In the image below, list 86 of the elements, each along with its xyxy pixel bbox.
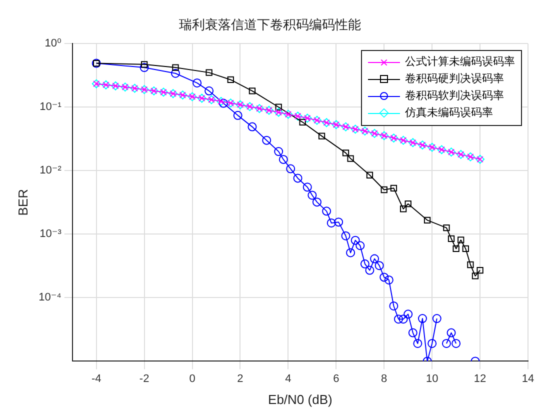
point — [227, 76, 234, 84]
point — [206, 69, 212, 76]
point — [278, 154, 288, 164]
point — [326, 218, 336, 228]
point — [398, 314, 408, 324]
point — [342, 150, 350, 156]
y-axis-title: BER — [15, 189, 30, 216]
point — [458, 236, 464, 244]
point — [248, 122, 257, 132]
x-tick-label: 4 — [285, 372, 292, 385]
point — [140, 63, 149, 72]
x-tick-label: -4 — [91, 372, 102, 385]
point — [394, 314, 404, 324]
point — [233, 110, 242, 120]
point — [308, 190, 317, 200]
x-tick-label: 8 — [381, 372, 388, 385]
point — [360, 259, 370, 268]
point — [404, 310, 413, 319]
y-tick-label: 10⁻² — [40, 164, 62, 177]
y-tick-label: 10⁻³ — [40, 228, 62, 240]
x-tick-label: 14 — [522, 372, 534, 385]
legend-label: 公式计算未编码误码率 — [405, 54, 515, 70]
point — [365, 266, 374, 275]
y-tick-label: 10⁰ — [44, 38, 62, 50]
point — [322, 206, 332, 216]
x-axis-title: Eb/N0 (dB) — [268, 392, 332, 407]
x-tick-label: 6 — [333, 372, 340, 385]
point — [341, 231, 350, 240]
x-tick-label: -2 — [139, 372, 150, 385]
x-tick-label: 12 — [474, 372, 486, 385]
point — [408, 328, 418, 338]
point — [442, 338, 451, 348]
point — [140, 61, 148, 68]
point — [389, 301, 398, 310]
point — [274, 147, 284, 156]
point — [413, 338, 422, 348]
point — [218, 98, 228, 108]
point — [448, 235, 455, 242]
legend-label: 卷积码硬判决误码率 — [405, 72, 504, 87]
point — [384, 275, 394, 284]
point — [366, 172, 374, 178]
point — [374, 261, 384, 270]
point — [302, 182, 312, 192]
point — [418, 314, 427, 324]
point — [350, 236, 360, 245]
legend-label: 卷积码软判决误码率 — [405, 88, 504, 104]
point — [172, 64, 179, 71]
point — [452, 338, 461, 348]
legend-label: 仿真未编码误码率 — [405, 106, 493, 121]
point — [286, 164, 296, 174]
point — [390, 184, 398, 192]
point — [248, 88, 256, 94]
point — [334, 218, 344, 227]
point — [192, 78, 202, 88]
point — [432, 314, 442, 324]
point — [275, 104, 282, 110]
point — [346, 248, 356, 258]
point — [299, 118, 306, 126]
point — [356, 241, 365, 250]
y-tick-label: 10⁻¹ — [40, 101, 62, 114]
point — [404, 200, 412, 208]
point — [312, 198, 322, 207]
point — [262, 136, 272, 145]
point — [443, 224, 450, 232]
point — [318, 132, 326, 140]
y-tick-label: 10⁻⁴ — [38, 292, 62, 304]
chart-title: 瑞利衰落信道下卷积码编码性能 — [179, 17, 361, 32]
point — [452, 245, 460, 252]
x-tick-label: 0 — [189, 372, 196, 385]
point — [400, 206, 407, 212]
point — [170, 68, 180, 78]
point — [472, 272, 479, 280]
x-tick-label: 10 — [426, 372, 438, 385]
point — [347, 155, 354, 162]
point — [476, 266, 484, 274]
point — [424, 216, 431, 224]
point — [462, 245, 469, 252]
point — [380, 186, 388, 194]
x-tick-label: 2 — [237, 372, 244, 385]
point — [370, 254, 380, 264]
point — [380, 272, 389, 282]
point — [446, 328, 456, 338]
point — [204, 86, 214, 96]
point — [428, 338, 437, 348]
point — [293, 174, 302, 183]
point — [467, 261, 474, 268]
